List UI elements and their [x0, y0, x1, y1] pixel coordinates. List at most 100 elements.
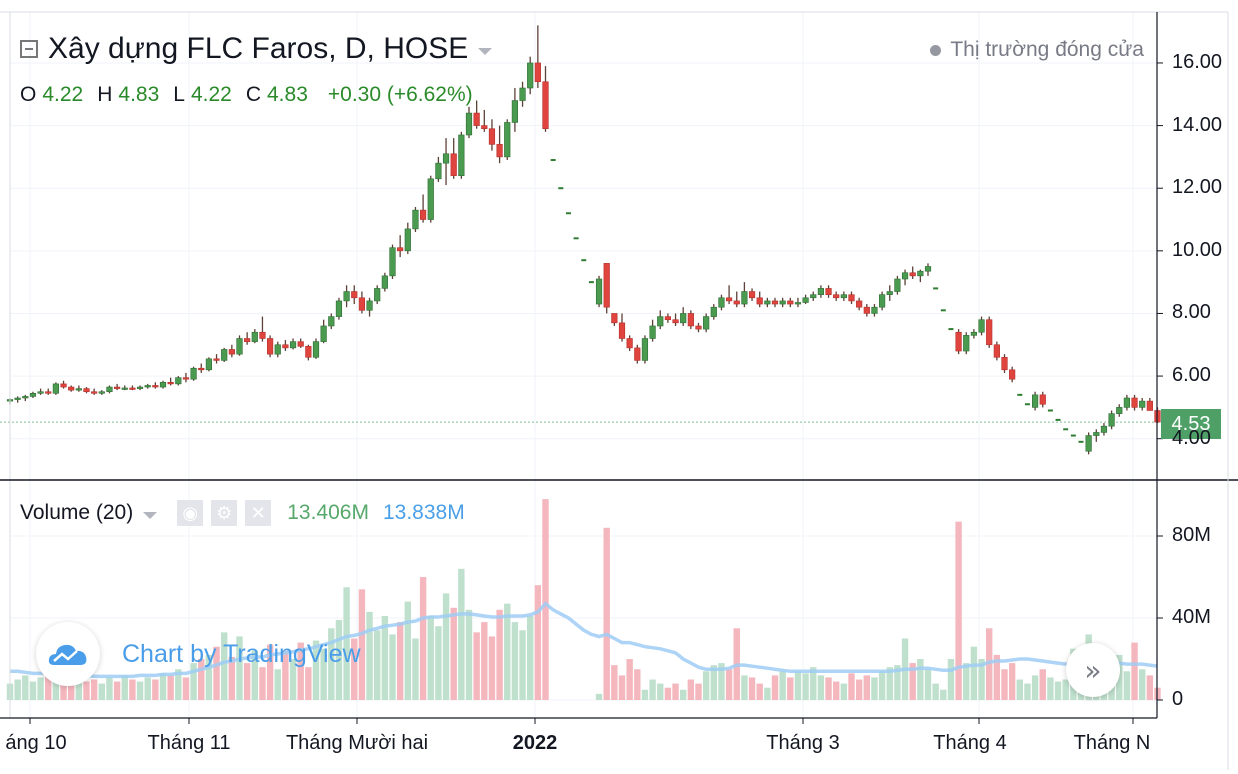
- candle: [687, 310, 694, 330]
- candle: [764, 297, 771, 308]
- candle: [534, 25, 541, 89]
- volume-bar: [817, 675, 825, 700]
- volume-bar: [251, 650, 258, 700]
- market-status: Thị trường đóng cửa: [930, 38, 1144, 62]
- time-axis-label: Tháng N: [1073, 732, 1151, 754]
- candle: [1032, 391, 1039, 411]
- candle: [672, 313, 679, 326]
- volume-bar: [412, 638, 419, 700]
- tradingview-logo-icon[interactable]: [36, 622, 100, 686]
- candle: [542, 66, 549, 132]
- volume-legend[interactable]: Volume (20) ◉ ⚙ ✕ 13.406M 13.838M: [20, 500, 465, 526]
- gear-icon[interactable]: ⚙: [211, 500, 238, 526]
- candle: [419, 194, 427, 223]
- watermark-text[interactable]: Chart by TradingView: [122, 639, 361, 668]
- open-value: 4.22: [42, 83, 84, 106]
- price-axis-label: 8.00: [1172, 301, 1211, 324]
- volume-ma-value: 13.838M: [382, 501, 465, 524]
- candle: [190, 366, 197, 381]
- tradingview-watermark[interactable]: Chart by TradingView: [36, 622, 361, 686]
- candle: [840, 291, 847, 301]
- volume-bar: [343, 587, 350, 700]
- close-value: 4.83: [267, 83, 308, 106]
- chevron-down-icon[interactable]: [143, 511, 158, 519]
- volume-bar: [519, 630, 526, 700]
- volume-bar: [618, 675, 626, 700]
- price-axis-label: 6.00: [1172, 364, 1211, 387]
- volume-bar: [871, 677, 878, 700]
- candle: [993, 341, 1000, 361]
- volume-bar: [113, 681, 121, 700]
- symbol-legend[interactable]: Xây dựng FLC Faros, D, HOSE: [20, 32, 493, 66]
- candle: [152, 382, 159, 389]
- volume-bar: [1031, 675, 1039, 700]
- candle: [970, 329, 977, 339]
- high-value: 4.83: [118, 83, 160, 106]
- volume-axis-label: 0: [1172, 688, 1184, 710]
- candle: [68, 385, 75, 392]
- volume-bar: [1062, 679, 1069, 700]
- candle: [297, 338, 304, 348]
- candle: [488, 119, 496, 151]
- candle: [802, 294, 809, 305]
- candle: [312, 338, 320, 359]
- candle: [45, 388, 52, 395]
- volume-bar: [473, 632, 480, 700]
- volume-title[interactable]: Volume (20): [20, 501, 134, 524]
- volume-bar: [748, 677, 756, 700]
- volume-bar: [993, 654, 1001, 700]
- candle: [504, 119, 511, 161]
- candle: [986, 316, 993, 348]
- candle: [1085, 432, 1092, 455]
- candle: [289, 338, 297, 350]
- volume-axis-label: 80M: [1172, 524, 1211, 546]
- volume-bar: [144, 677, 151, 700]
- symbol-title[interactable]: Xây dựng FLC Faros, D, HOSE: [48, 32, 469, 65]
- candle: [366, 297, 373, 317]
- candle: [664, 313, 671, 323]
- volume-bar: [542, 499, 549, 700]
- price-axis-label: 12.00: [1172, 176, 1223, 199]
- candle: [320, 319, 327, 344]
- close-icon[interactable]: ✕: [245, 500, 272, 526]
- volume-bar: [855, 679, 863, 700]
- volume-bar: [297, 642, 304, 700]
- candle: [22, 394, 29, 402]
- candle: [1123, 394, 1130, 411]
- candle: [282, 340, 289, 352]
- volume-bar: [779, 671, 786, 700]
- candle: [37, 388, 44, 395]
- collapse-icon[interactable]: [20, 40, 38, 58]
- candle: [626, 335, 633, 352]
- volume-bar: [335, 620, 343, 700]
- chevron-down-icon[interactable]: [478, 47, 493, 55]
- candle: [741, 282, 748, 308]
- volume-bar: [1024, 683, 1031, 700]
- candle: [611, 313, 618, 326]
- volume-bar: [442, 593, 450, 700]
- eye-icon[interactable]: ◉: [177, 500, 204, 526]
- candle: [29, 391, 37, 398]
- volume-bar: [45, 671, 52, 700]
- volume-bar: [794, 671, 802, 700]
- volume-bar: [718, 663, 725, 700]
- volume-bar: [129, 679, 136, 700]
- candle: [114, 383, 121, 391]
- candle: [167, 377, 174, 386]
- volume-bar: [947, 659, 955, 700]
- volume-bar: [1131, 642, 1138, 700]
- volume-bar: [978, 659, 985, 700]
- chart-borders: [0, 11, 1238, 770]
- volume-bar: [282, 650, 289, 700]
- candle: [404, 222, 411, 254]
- scroll-to-realtime-button[interactable]: »: [1066, 643, 1120, 697]
- time-axis-label: Tháng 3: [766, 732, 840, 754]
- candle: [98, 390, 105, 395]
- candle: [863, 304, 870, 317]
- candle: [106, 385, 113, 394]
- volume-bar: [1008, 663, 1016, 700]
- candle: [710, 304, 717, 320]
- candle: [978, 316, 985, 336]
- volume-bar: [481, 622, 488, 700]
